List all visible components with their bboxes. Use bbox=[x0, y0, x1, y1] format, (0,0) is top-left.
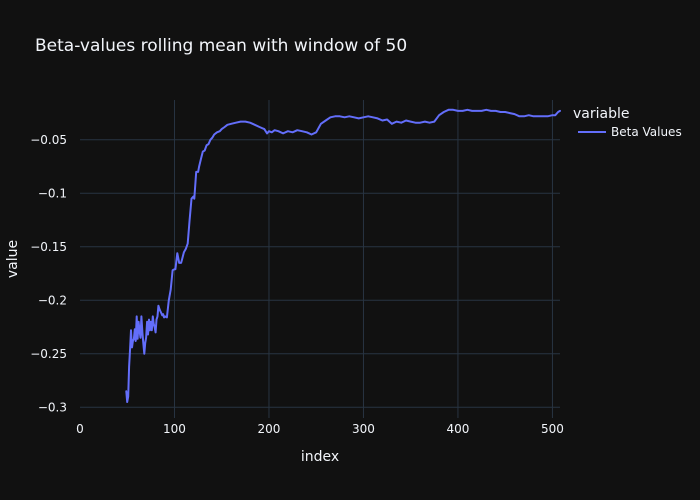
x-tick-label: 0 bbox=[76, 422, 84, 436]
chart-title: Beta-values rolling mean with window of … bbox=[35, 36, 407, 56]
legend-label-beta-values: Beta Values bbox=[611, 125, 682, 139]
x-tick-label: 400 bbox=[446, 422, 469, 436]
y-tick-label: −0.2 bbox=[38, 293, 67, 307]
y-tick-label: −0.3 bbox=[38, 400, 67, 414]
grid-lines bbox=[80, 100, 560, 418]
x-tick-label: 100 bbox=[163, 422, 186, 436]
x-tick-label: 200 bbox=[258, 422, 281, 436]
x-tick-label: 500 bbox=[541, 422, 564, 436]
y-tick-label: −0.05 bbox=[30, 133, 67, 147]
x-axis-label: index bbox=[301, 449, 339, 465]
x-tick-label: 300 bbox=[352, 422, 375, 436]
y-tick-label: −0.25 bbox=[30, 347, 67, 361]
y-tick-label: −0.15 bbox=[30, 240, 67, 254]
x-axis-ticks: 0 100 200 300 400 500 bbox=[76, 422, 564, 436]
legend-item-beta-values[interactable]: Beta Values bbox=[578, 125, 682, 139]
series-layer bbox=[125, 108, 561, 403]
series-line-beta-values bbox=[125, 108, 561, 403]
legend-title: variable bbox=[573, 106, 629, 122]
y-axis-ticks: −0.05 −0.1 −0.15 −0.2 −0.25 −0.3 bbox=[30, 133, 67, 414]
y-axis-label: value bbox=[5, 240, 21, 278]
legend[interactable]: variable Beta Values bbox=[573, 106, 682, 139]
y-tick-label: −0.1 bbox=[38, 186, 67, 200]
